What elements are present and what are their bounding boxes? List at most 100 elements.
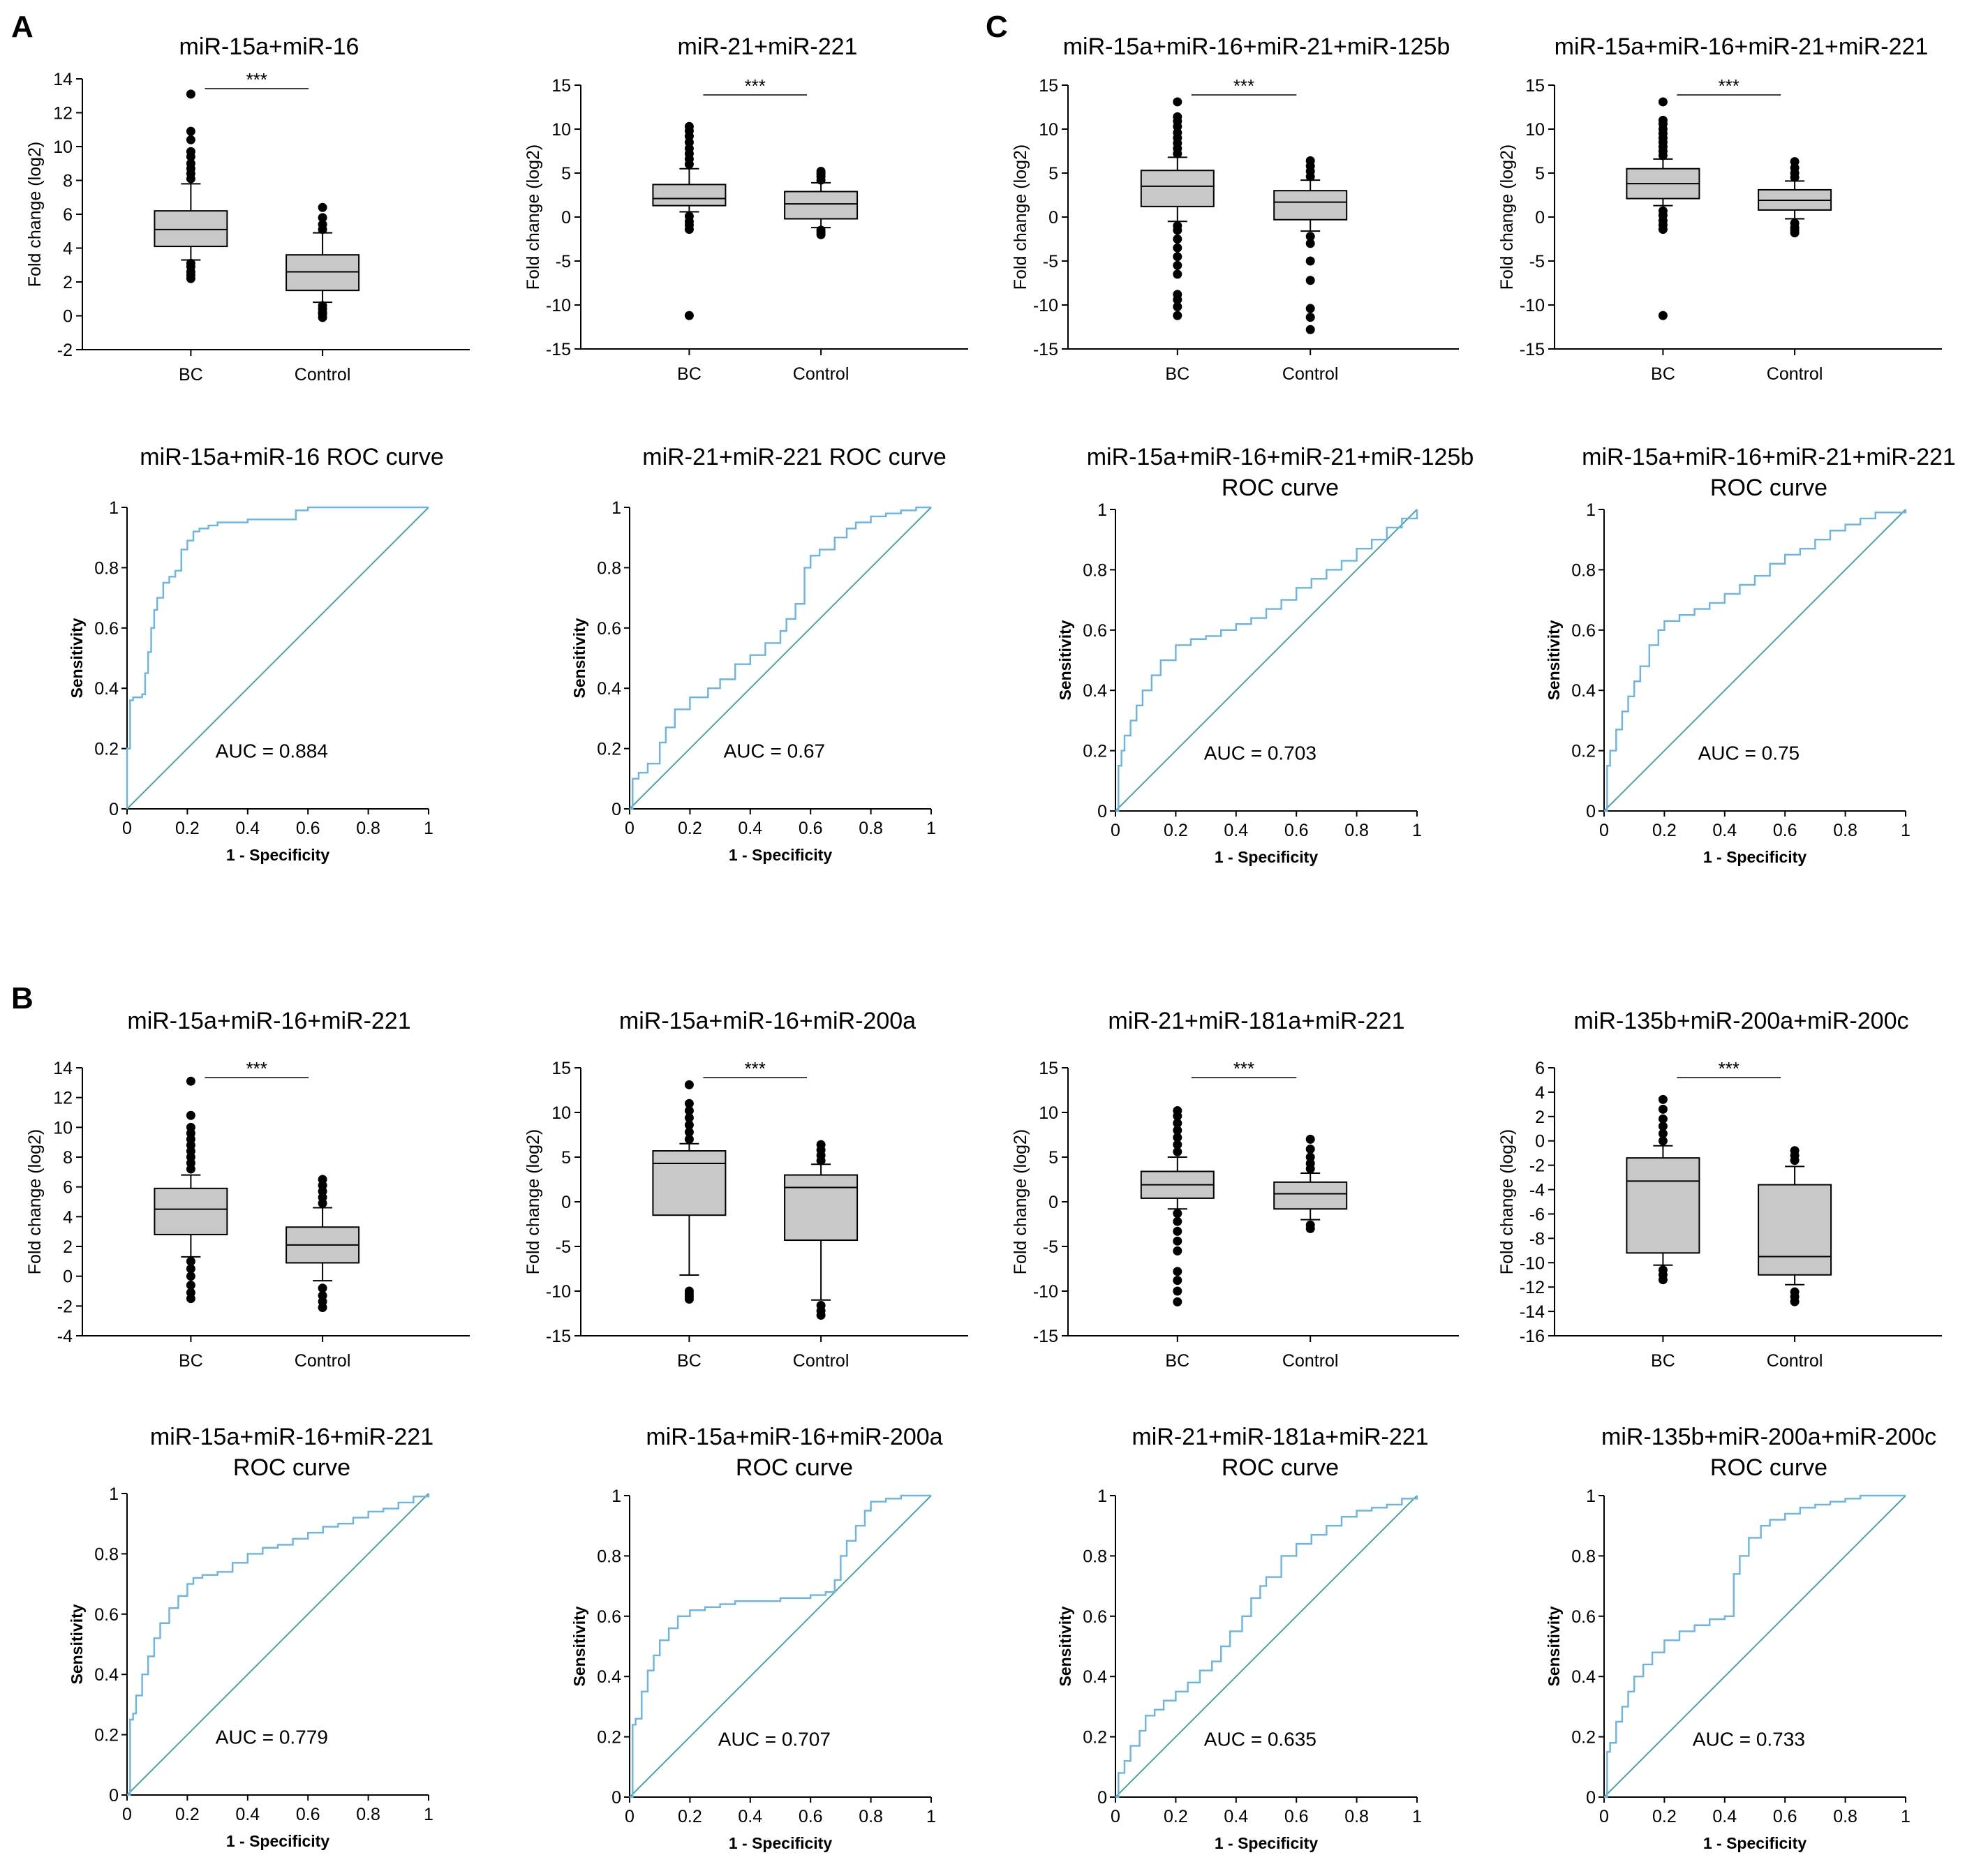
y-tick-label: -10 — [546, 1282, 571, 1302]
y-axis-label: Sensitivity — [1056, 1606, 1074, 1686]
outlier-point — [1305, 1144, 1315, 1154]
chart-title: miR-15a+miR-16+miR-221 — [150, 1424, 433, 1450]
reference-diagonal — [126, 1493, 429, 1796]
outlier-point — [1173, 1286, 1182, 1296]
chart-title: miR-15a+miR-16 ROC curve — [140, 444, 444, 470]
outlier-point — [1658, 1129, 1668, 1138]
chart-title: miR-21+miR-181a+miR-221 — [1108, 1008, 1404, 1034]
x-tick-label: 0.4 — [235, 819, 260, 838]
y-tick-label: -16 — [1520, 1327, 1545, 1346]
x-axis-label: 1 - Specificity — [1703, 848, 1807, 866]
y-tick-label: 0.6 — [94, 619, 119, 639]
outlier-point — [1790, 1146, 1800, 1156]
x-tick-label: 0.2 — [175, 1805, 200, 1824]
y-tick-label: 0.2 — [1571, 742, 1596, 761]
outlier-point — [684, 1098, 694, 1108]
outlier-point — [186, 1256, 195, 1266]
y-tick-label: 0 — [109, 1786, 119, 1805]
boxplot-chart: miR-15a+miR-16+miR-21+miR-125b -15 -10 -5 0 5… — [1011, 33, 1459, 384]
category-label: BC — [1165, 1351, 1189, 1371]
x-tick-label: 1 — [424, 819, 433, 838]
outlier-point — [186, 126, 195, 136]
outlier-point — [816, 1140, 826, 1149]
y-tick-label: 4 — [1535, 1083, 1545, 1103]
outlier-point — [816, 225, 826, 235]
chart-title: miR-15a+miR-16+miR-21+miR-125b — [1063, 33, 1451, 60]
box-iqr — [154, 1187, 228, 1235]
outlier-point — [1658, 115, 1668, 125]
y-tick-label: 0.6 — [1083, 1607, 1107, 1627]
y-tick-label: 10 — [1039, 120, 1058, 140]
reference-diagonal — [629, 507, 932, 810]
boxplot-chart: miR-15a+miR-16+miR-21+miR-221 -15 -10 -5 0 5 1… — [1497, 33, 1942, 384]
auc-label: AUC = 0.884 — [216, 740, 328, 762]
x-tick-label: 0.8 — [1833, 1807, 1857, 1826]
y-tick-label: 0.4 — [1083, 1667, 1107, 1687]
y-tick-label: 5 — [561, 1148, 571, 1168]
x-tick-label: 0.6 — [799, 819, 823, 838]
significance-label: *** — [1233, 75, 1254, 96]
significance-label: *** — [1719, 75, 1740, 96]
outlier-point — [186, 1110, 195, 1120]
box-iqr — [784, 1174, 859, 1242]
x-tick-label: 0.6 — [1284, 821, 1309, 840]
outlier-point — [1173, 1297, 1182, 1306]
panel-label-a: A — [11, 10, 34, 44]
reference-diagonal — [1115, 1495, 1418, 1798]
outlier-point — [186, 147, 195, 156]
y-tick-label: 0 — [1586, 1788, 1596, 1808]
y-tick-label: -14 — [1520, 1302, 1545, 1322]
x-tick-label: 0.8 — [356, 819, 380, 838]
x-tick-label: 0.2 — [678, 819, 702, 838]
roc-curve — [630, 1494, 931, 1798]
reference-diagonal — [1603, 1495, 1906, 1798]
category-label: Control — [1767, 1351, 1823, 1371]
auc-label: AUC = 0.779 — [216, 1727, 328, 1748]
y-tick-label: 0 — [1586, 802, 1596, 821]
auc-label: AUC = 0.733 — [1693, 1729, 1805, 1750]
y-axis-label: Fold change (log2) — [1497, 144, 1517, 290]
chart-title: ROC curve — [233, 1454, 350, 1481]
box-iqr — [652, 184, 727, 207]
y-tick-label: 0 — [1048, 208, 1058, 228]
x-tick-label: 0.4 — [1224, 821, 1248, 840]
significance-label: *** — [745, 75, 766, 96]
roc-curve — [1115, 509, 1418, 812]
outlier-point — [1658, 1265, 1668, 1275]
outlier-point — [1173, 1276, 1182, 1286]
outlier-point — [1305, 256, 1315, 266]
outlier-point — [1305, 1134, 1315, 1144]
category-label: Control — [793, 364, 850, 384]
box-iqr — [1273, 1181, 1348, 1210]
outlier-point — [318, 1283, 327, 1293]
y-axis-label: Sensitivity — [68, 1604, 86, 1684]
outlier-point — [1173, 1236, 1182, 1246]
y-tick-label: -4 — [1529, 1181, 1545, 1200]
y-tick-label: 0.6 — [597, 619, 621, 639]
y-tick-label: -5 — [1043, 1237, 1058, 1257]
y-tick-label: -15 — [1033, 340, 1058, 359]
x-tick-label: 1 — [1901, 821, 1911, 840]
roc-chart: miR-21+miR-221 ROC curve 00 0.2 0.2 0.4 0.4 0.… — [570, 444, 947, 864]
y-tick-label: 0 — [1535, 208, 1545, 228]
y-tick-label: -8 — [1529, 1229, 1545, 1249]
roc-curve — [127, 1494, 430, 1796]
x-tick-label: 0.4 — [738, 819, 762, 838]
y-tick-label: 0.6 — [1571, 1607, 1596, 1627]
y-tick-label: 15 — [1525, 76, 1545, 96]
y-tick-label: -5 — [1043, 252, 1058, 271]
chart-title: ROC curve — [1710, 1454, 1827, 1481]
outlier-point — [1173, 1140, 1182, 1149]
y-tick-label: 0.4 — [1571, 681, 1596, 701]
y-tick-label: 0.8 — [1571, 1547, 1596, 1566]
category-label: Control — [1282, 364, 1339, 384]
y-tick-label: 1 — [109, 498, 119, 518]
significance-label: *** — [1719, 1058, 1740, 1079]
outlier-point — [684, 1120, 694, 1130]
outlier-point — [1305, 239, 1315, 248]
roc-chart: miR-15a+miR-16 ROC curve 00 0.2 0.2 0.4 0.4 0.… — [68, 444, 444, 864]
outlier-point — [186, 89, 195, 99]
significance-label: *** — [246, 69, 267, 90]
y-tick-label: 0.2 — [94, 740, 119, 759]
